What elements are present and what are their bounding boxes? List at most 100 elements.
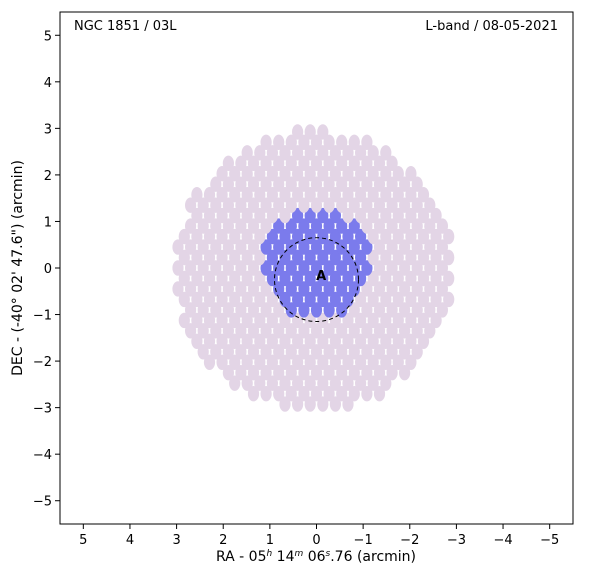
beam-outer-point [380,249,392,266]
beam-outer-point [436,260,448,276]
y-tick-label: 4 [44,76,52,91]
beam-outer-point [373,218,386,234]
beam-inner-point [336,302,348,318]
beam-outer-point [424,260,436,276]
beam-outer-point [392,312,404,329]
beam-inner-point [292,228,304,245]
beam-outer-point [336,176,348,192]
beam-inner-point [285,239,297,255]
beam-outer-point [380,270,392,287]
beam-outer-point [210,239,222,255]
beam-outer-point [417,187,430,203]
beam-inner-point [310,302,323,318]
beam-outer-point [241,270,253,287]
beam-outer-point [229,354,241,370]
beam-inner-point [292,270,304,287]
beam-outer-point [247,176,260,192]
beam-outer-point [178,270,190,287]
beam-outer-point [298,344,310,360]
beam-outer-point [317,354,329,370]
beam-inner-point [323,302,335,318]
beam-outer-point [405,249,417,266]
beam-outer-point [443,270,455,287]
beam-outer-point [254,291,266,308]
beam-outer-point [430,228,442,245]
beam-outer-point [216,354,228,370]
beam-outer-point [222,239,234,255]
beam-outer-point [266,354,278,370]
beam-outer-point [279,312,291,329]
beam-outer-point [317,145,329,161]
x-tick-label: 2 [219,533,227,548]
beam-outer-point [285,155,297,171]
beam-outer-point [417,312,430,329]
beam-outer-point [361,323,373,339]
beam-outer-point [436,302,448,318]
beam-outer-point [197,260,209,276]
beam-outer-point [355,145,367,161]
beam-inner-point [342,228,354,245]
beam-outer-point [336,197,348,213]
beam-outer-point [229,207,241,224]
beam-outer-point [361,134,373,150]
beam-inner-point [310,260,323,276]
y-tick-label: 1 [44,215,52,230]
beam-outer-point [191,312,203,329]
beam-outer-point [235,281,247,297]
beam-outer-point [329,312,341,329]
beam-outer-point [222,155,234,171]
beam-outer-point [197,197,209,213]
beam-outer-point [279,166,291,182]
beam-outer-point [260,386,272,402]
beam-inner-point [336,239,348,255]
beam-outer-point [254,249,266,266]
y-tick-label: 3 [44,122,52,137]
beam-inner-point [355,249,367,266]
beam-outer-point [367,249,379,266]
beam-outer-point [285,365,297,381]
beam-outer-point [229,228,241,245]
beam-inner-point [342,291,354,308]
beam-outer-point [417,270,430,287]
x-tick-label: 3 [172,533,180,548]
beam-outer-point [411,218,423,234]
beam-outer-point [210,323,222,339]
beam-inner-point [298,239,310,255]
beam-outer-point [235,302,247,318]
beam-inner-point [317,270,329,287]
beam-inner-point [329,249,341,266]
beam-outer-point [247,386,260,402]
beam-outer-point [285,134,297,150]
beam-inner-point [260,239,272,255]
beam-outer-point [247,197,260,213]
beam-outer-point [342,312,354,329]
beam-outer-point [399,260,411,276]
beam-outer-point [210,344,222,360]
beam-outer-point [367,187,379,203]
beam-outer-point [235,260,247,276]
beam-outer-point [336,134,348,150]
beam-outer-point [298,155,310,171]
beam-outer-point [247,344,260,360]
beam-outer-point [380,312,392,329]
beam-outer-point [260,218,272,234]
beam-inner-point [361,239,373,255]
beam-inner-point [292,207,304,224]
beam-outer-point [373,155,386,171]
beam-inner-point [310,239,323,255]
beam-outer-point [241,249,253,266]
beam-outer-point [399,176,411,192]
beam-outer-point [392,228,404,245]
beam-outer-point [329,375,341,391]
beam-outer-point [329,333,341,349]
beam-outer-point [279,396,291,412]
beam-outer-point [298,134,310,150]
beam-inner-point [317,228,329,245]
beam-outer-point [241,166,253,182]
beam-inner-point [298,260,310,276]
beam-outer-point [260,302,272,318]
beam-outer-point [367,145,379,161]
beam-inner-point [279,270,291,287]
beam-outer-point [254,375,266,391]
beam-outer-point [241,145,253,161]
